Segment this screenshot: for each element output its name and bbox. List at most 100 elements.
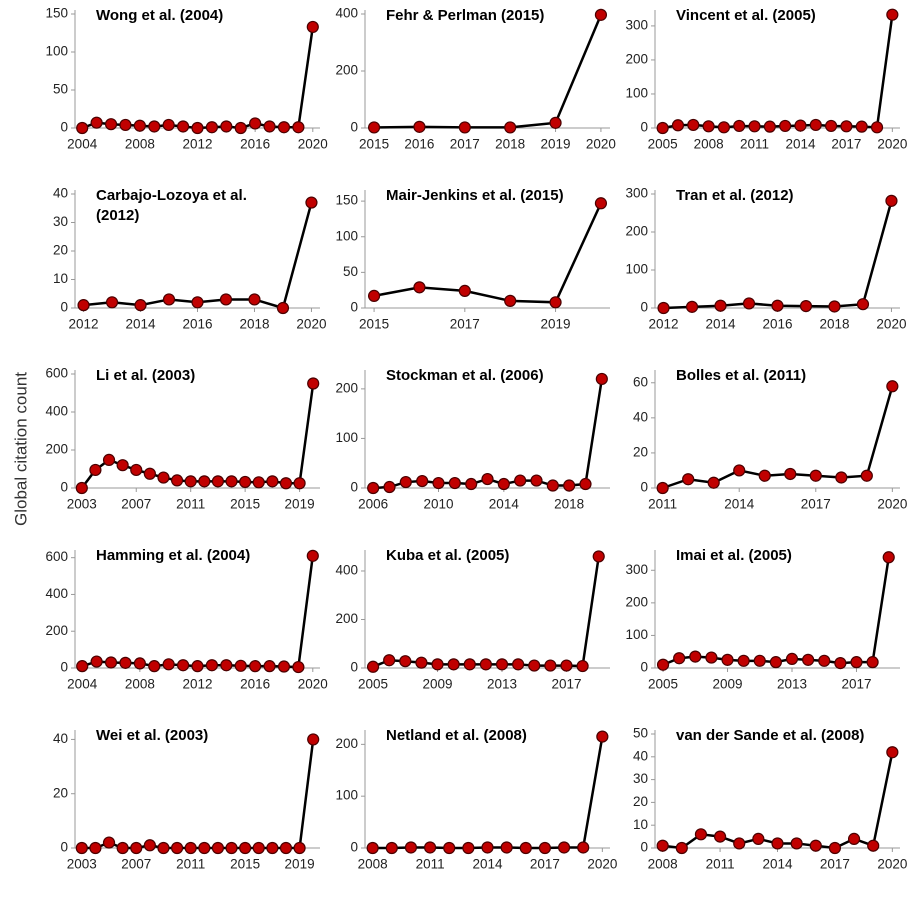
data-point xyxy=(239,475,252,489)
data-point xyxy=(191,121,204,135)
y-tick-label: 400 xyxy=(335,563,358,578)
chart-panel: 0 50 100 150 2004 2008 2012 2016 2020 Wong et al.… xyxy=(38,0,328,178)
data-point xyxy=(752,832,765,845)
data-point xyxy=(266,841,279,855)
data-point xyxy=(366,841,379,855)
chart: 0 100 200 300 2005 2009 2013 2017 xyxy=(625,550,900,692)
data-point xyxy=(104,656,118,669)
y-tick-label: 100 xyxy=(335,228,358,243)
chart: 0 100 200 2008 2011 2014 2017 2020 xyxy=(335,730,617,872)
y-tick-label: 0 xyxy=(350,660,358,675)
data-point xyxy=(252,841,265,855)
chart: 0 200 400 600 2003 2007 2011 2015 2019 xyxy=(45,366,320,512)
data-point xyxy=(519,841,532,855)
x-tick-label: 2005 xyxy=(648,677,678,692)
chart-panel: 0 200 400 2005 2009 2013 2017 Kuba et al. (2005… xyxy=(328,540,618,718)
data-point xyxy=(742,297,756,310)
chart-title: Tran et al. (2012) xyxy=(676,187,794,204)
data-point xyxy=(276,301,290,315)
x-tick-label: 2003 xyxy=(67,497,97,512)
data-point xyxy=(431,658,444,671)
data-point xyxy=(500,841,513,854)
data-point xyxy=(367,481,380,495)
y-tick-label: 600 xyxy=(45,366,68,381)
y-tick-label: 10 xyxy=(633,817,648,832)
data-point xyxy=(733,119,746,133)
data-point xyxy=(102,453,116,466)
x-tick-label: 2020 xyxy=(587,857,617,872)
x-tick-label: 2007 xyxy=(121,497,151,512)
chart-panel: 0 10 20 30 40 2012 2014 2016 2018 2020 Carbajo-Loz… xyxy=(38,180,328,358)
chart: 0 50 100 150 2015 2017 2019 xyxy=(335,190,610,332)
x-tick-label: 2013 xyxy=(487,677,517,692)
x-tick-label: 2016 xyxy=(762,317,792,332)
data-point xyxy=(77,299,90,312)
data-point xyxy=(277,121,291,134)
series-line xyxy=(81,555,315,669)
y-tick-label: 200 xyxy=(45,623,68,638)
x-tick-label: 2004 xyxy=(67,137,98,152)
data-point xyxy=(198,841,211,855)
data-point xyxy=(76,660,89,673)
x-tick-label: 2011 xyxy=(416,857,445,872)
data-point xyxy=(557,841,571,854)
data-point xyxy=(191,296,204,309)
data-point xyxy=(828,841,842,855)
series-line xyxy=(80,383,315,489)
x-tick-label: 2004 xyxy=(67,677,98,692)
data-point xyxy=(465,477,478,491)
data-point xyxy=(481,472,494,486)
x-tick-label: 2018 xyxy=(495,137,525,152)
data-point xyxy=(790,837,803,850)
data-point xyxy=(116,459,129,472)
x-tick-label: 2011 xyxy=(706,857,735,872)
data-point xyxy=(133,657,146,670)
data-point xyxy=(463,658,476,671)
data-point xyxy=(707,476,720,489)
chart: 0 200 400 600 2004 2008 2012 2016 2020 xyxy=(45,549,327,692)
y-tick-label: 40 xyxy=(633,748,648,763)
data-point xyxy=(252,476,265,489)
x-tick-label: 2014 xyxy=(489,497,520,512)
x-tick-label: 2016 xyxy=(404,137,434,152)
x-tick-label: 2017 xyxy=(841,677,871,692)
data-point xyxy=(184,841,197,855)
data-point xyxy=(104,118,118,131)
x-tick-label: 2005 xyxy=(358,677,388,692)
chart: 0 20 40 60 2011 2014 2017 2020 xyxy=(633,370,907,512)
data-point xyxy=(134,299,147,312)
y-tick-label: 0 xyxy=(350,480,358,495)
data-point xyxy=(576,659,589,673)
data-point xyxy=(90,655,103,668)
data-point xyxy=(413,120,426,133)
x-tick-label: 2018 xyxy=(239,317,269,332)
data-point xyxy=(383,654,396,667)
y-tick-label: 300 xyxy=(625,17,648,32)
data-point xyxy=(855,120,868,133)
data-point xyxy=(867,839,880,852)
data-point xyxy=(279,477,293,490)
data-point xyxy=(656,658,670,671)
data-point xyxy=(279,841,293,855)
y-axis-label: Global citation count xyxy=(11,372,30,526)
data-point xyxy=(234,659,247,672)
data-point xyxy=(234,121,247,135)
data-point xyxy=(205,121,219,134)
x-tick-label: 2014 xyxy=(724,497,755,512)
y-tick-label: 30 xyxy=(633,771,648,786)
chart-title: Bolles et al. (2011) xyxy=(676,367,807,384)
chart: 0 200 400 2005 2009 2013 2017 xyxy=(335,550,610,692)
x-tick-label: 2011 xyxy=(648,497,677,512)
x-tick-label: 2020 xyxy=(877,137,907,152)
series-line xyxy=(662,14,894,130)
data-point xyxy=(367,121,381,134)
x-tick-label: 2012 xyxy=(69,317,99,332)
x-tick-label: 2014 xyxy=(472,857,503,872)
x-tick-label: 2008 xyxy=(358,857,388,872)
data-point xyxy=(689,650,702,663)
y-tick-label: 0 xyxy=(350,120,358,135)
data-point xyxy=(170,474,184,487)
data-point xyxy=(809,469,822,482)
data-point xyxy=(824,119,838,133)
data-point xyxy=(758,469,771,482)
